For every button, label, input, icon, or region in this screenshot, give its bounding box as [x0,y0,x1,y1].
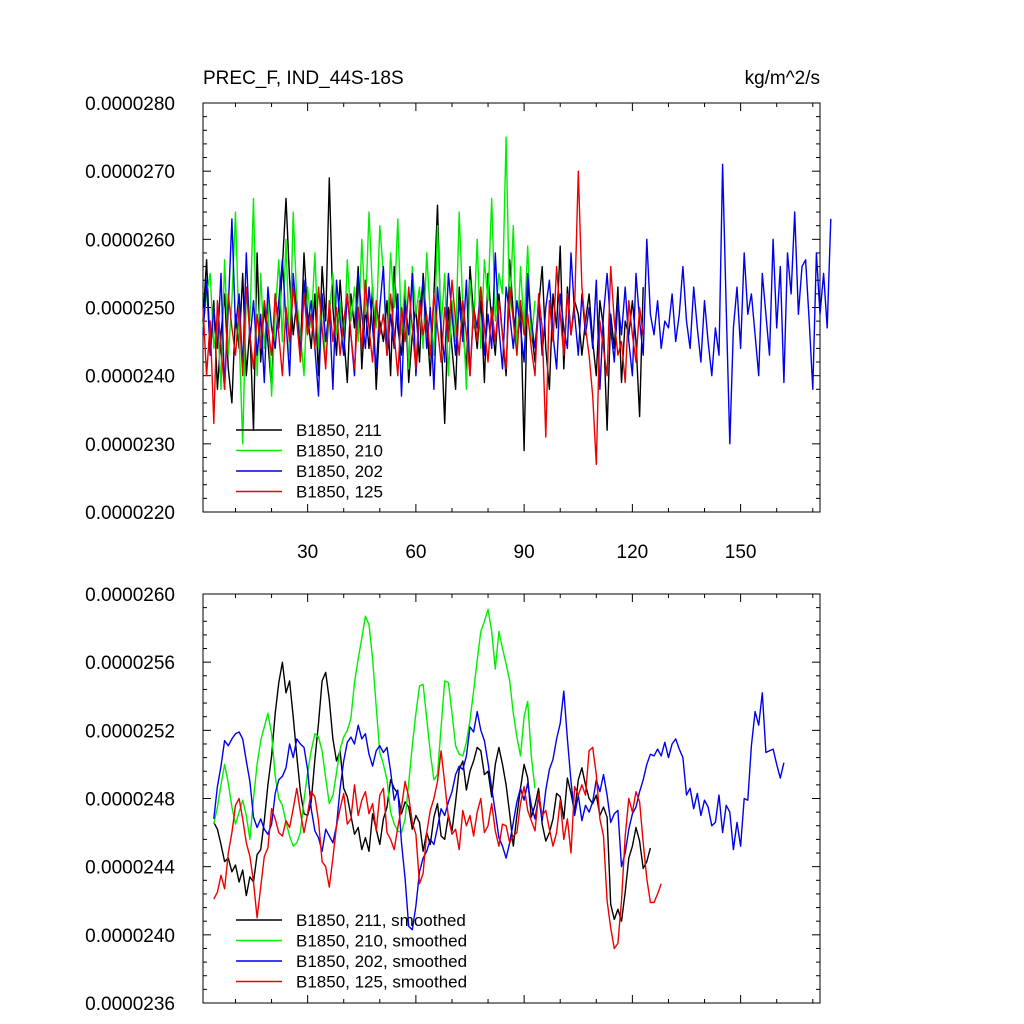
top-y-tick-label: 0.0000250 [85,299,175,320]
top-x-tick-label: 120 [617,542,649,563]
top-y-tick-label: 0.0000220 [85,503,175,524]
bottom-y-tick-label: 0.0000260 [85,585,175,606]
top-legend-label-3: B1850, 202 [296,462,383,481]
top-x-tick-label: 30 [297,542,318,563]
top-chart-units: kg/m^2/s [745,68,820,89]
bottom-y-tick-label: 0.0000252 [85,721,175,742]
top-chart-title: PREC_F, IND_44S-18S [203,68,404,89]
top-x-tick-label: 90 [514,542,535,563]
top-series-line-4 [202,170,644,465]
top-y-tick-label: 0.0000270 [85,162,175,183]
top-y-tick-label: 0.0000260 [85,230,175,251]
bottom-y-tick-label: 0.0000256 [85,653,175,674]
bottom-y-tick-label: 0.0000248 [85,790,175,811]
bottom-series-line-4 [213,746,662,950]
top-y-tick-label: 0.0000280 [85,94,175,115]
bottom-y-tick-label: 0.0000240 [85,926,175,947]
bottom-legend-label-4: B1850, 125, smoothed [296,973,467,992]
bottom-legend-label-3: B1850, 202, smoothed [296,952,467,971]
top-legend-label-2: B1850, 210 [296,442,383,461]
bottom-legend-label-2: B1850, 210, smoothed [296,932,467,951]
top-legend-label-4: B1850, 125 [296,483,383,502]
top-legend-label-1: B1850, 211 [296,421,382,440]
bottom-legend-label-1: B1850, 211, smoothed [296,911,466,930]
bottom-series-line-2 [213,608,536,847]
bottom-series-line-3 [213,690,785,931]
bottom-y-tick-label: 0.0000244 [85,858,175,879]
bottom-series-line-1 [213,661,652,922]
top-y-tick-label: 0.0000240 [85,367,175,388]
bottom-y-tick-label: 0.0000236 [85,994,175,1015]
top-y-tick-label: 0.0000230 [85,435,175,456]
top-x-tick-label: 150 [725,542,757,563]
top-x-tick-label: 60 [405,542,426,563]
